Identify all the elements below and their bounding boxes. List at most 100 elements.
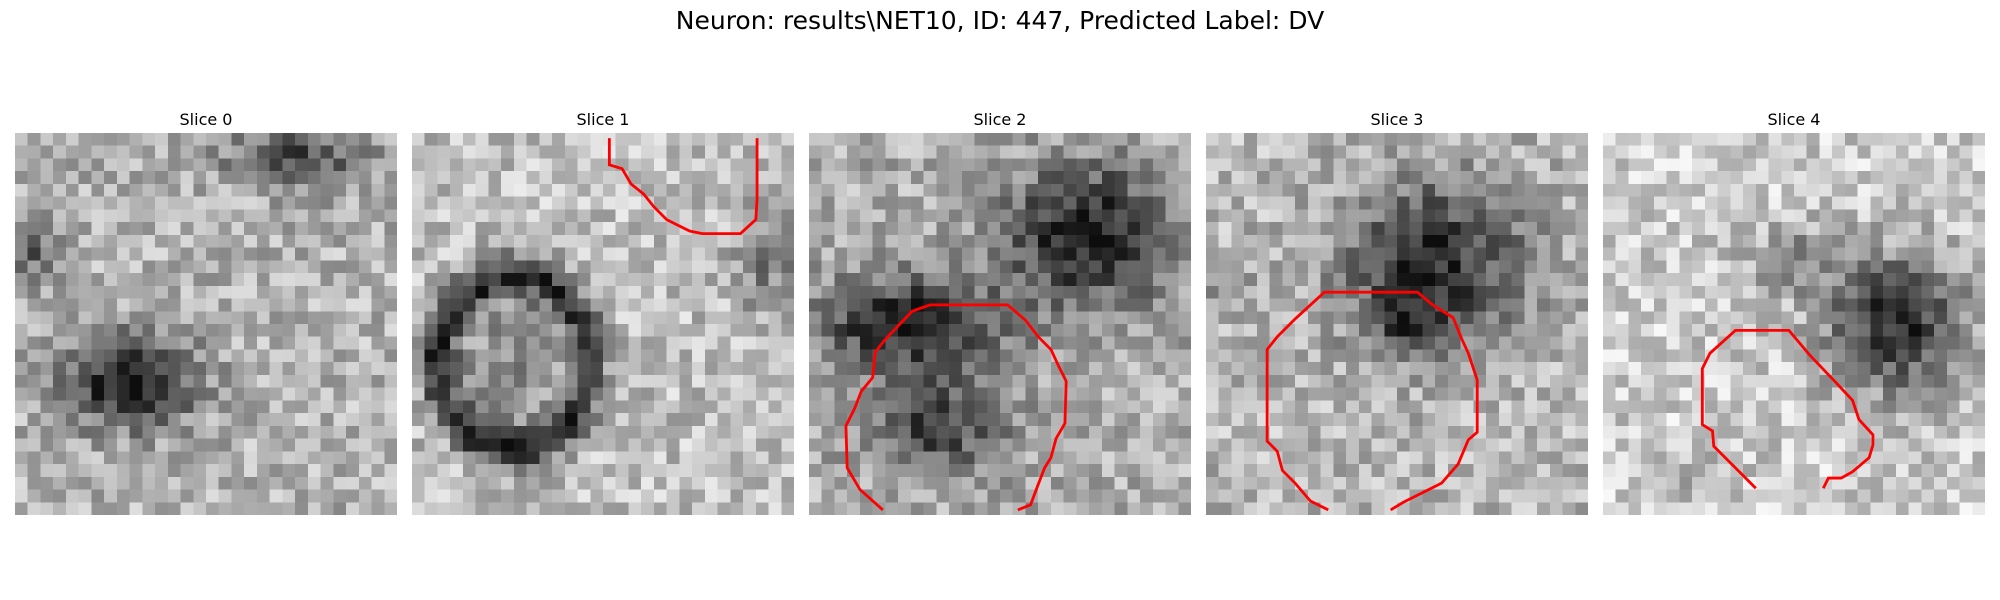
pixel [578,477,591,490]
pixel [911,171,924,184]
pixel [155,197,168,210]
pixel [1206,388,1219,401]
pixel [1127,158,1140,171]
pixel [1667,260,1680,273]
pixel [501,464,514,477]
pixel [1076,260,1089,273]
pixel [1909,324,1922,337]
pixel [1921,133,1934,146]
pixel [1206,464,1219,477]
pixel [219,286,232,299]
pixel [1512,362,1525,375]
pixel [949,502,962,515]
pixel [692,451,705,464]
pixel [743,337,756,350]
pixel [1832,362,1845,375]
pixel [1845,248,1858,261]
pixel [104,502,117,515]
pixel [346,184,359,197]
pixel [949,286,962,299]
pixel [1667,337,1680,350]
pixel [1781,426,1794,439]
pixel [822,286,835,299]
pixel [1064,337,1077,350]
pixel [1206,286,1219,299]
pixel [1832,451,1845,464]
pixel [346,324,359,337]
pixel [219,426,232,439]
pixel [219,349,232,362]
pixel [1473,502,1486,515]
pixel [425,477,438,490]
pixel [168,400,181,413]
pixel [40,477,53,490]
pixel [104,451,117,464]
pixel [1435,464,1448,477]
pixel [1410,260,1423,273]
pixel [769,324,782,337]
pixel [809,248,822,261]
pixel [1127,413,1140,426]
pixel [1372,235,1385,248]
pixel [437,400,450,413]
pixel [873,158,886,171]
pixel [885,209,898,222]
pixel [1934,337,1947,350]
pixel [1038,362,1051,375]
pixel [168,451,181,464]
pixel [603,490,616,503]
pixel [1832,464,1845,477]
pixel [962,337,975,350]
pixel [463,235,476,248]
pixel [463,171,476,184]
pixel [692,146,705,159]
pixel [590,502,603,515]
pixel [488,400,501,413]
pixel [1972,413,1985,426]
pixel [1473,337,1486,350]
pixel [437,235,450,248]
pixel [1219,158,1232,171]
pixel [28,311,41,324]
pixel [1524,451,1537,464]
pixel [834,477,847,490]
pixel [1089,362,1102,375]
pixel [809,464,822,477]
pixel [333,477,346,490]
pixel [219,439,232,452]
pixel [1089,273,1102,286]
pixel [1140,490,1153,503]
pixel [1270,388,1283,401]
pixel [1603,490,1616,503]
pixel [257,260,270,273]
pixel [1435,388,1448,401]
pixel [1384,388,1397,401]
pixel [860,337,873,350]
pixel [1397,464,1410,477]
pixel [527,349,540,362]
pixel [1960,413,1973,426]
pixel [822,490,835,503]
pixel [1422,426,1435,439]
pixel [847,209,860,222]
pixel [1883,349,1896,362]
pixel [79,464,92,477]
pixel [91,477,104,490]
pixel [847,311,860,324]
pixel [628,197,641,210]
pixel [1359,158,1372,171]
pixel [1473,388,1486,401]
pixel [616,146,629,159]
pixel [1870,375,1883,388]
pixel [936,400,949,413]
pixel [1206,273,1219,286]
pixel [270,235,283,248]
pixel [130,337,143,350]
pixel [1603,260,1616,273]
pixel [1153,133,1166,146]
pixel [847,324,860,337]
pixel [193,235,206,248]
pixel [437,146,450,159]
pixel [667,451,680,464]
pixel [1730,388,1743,401]
